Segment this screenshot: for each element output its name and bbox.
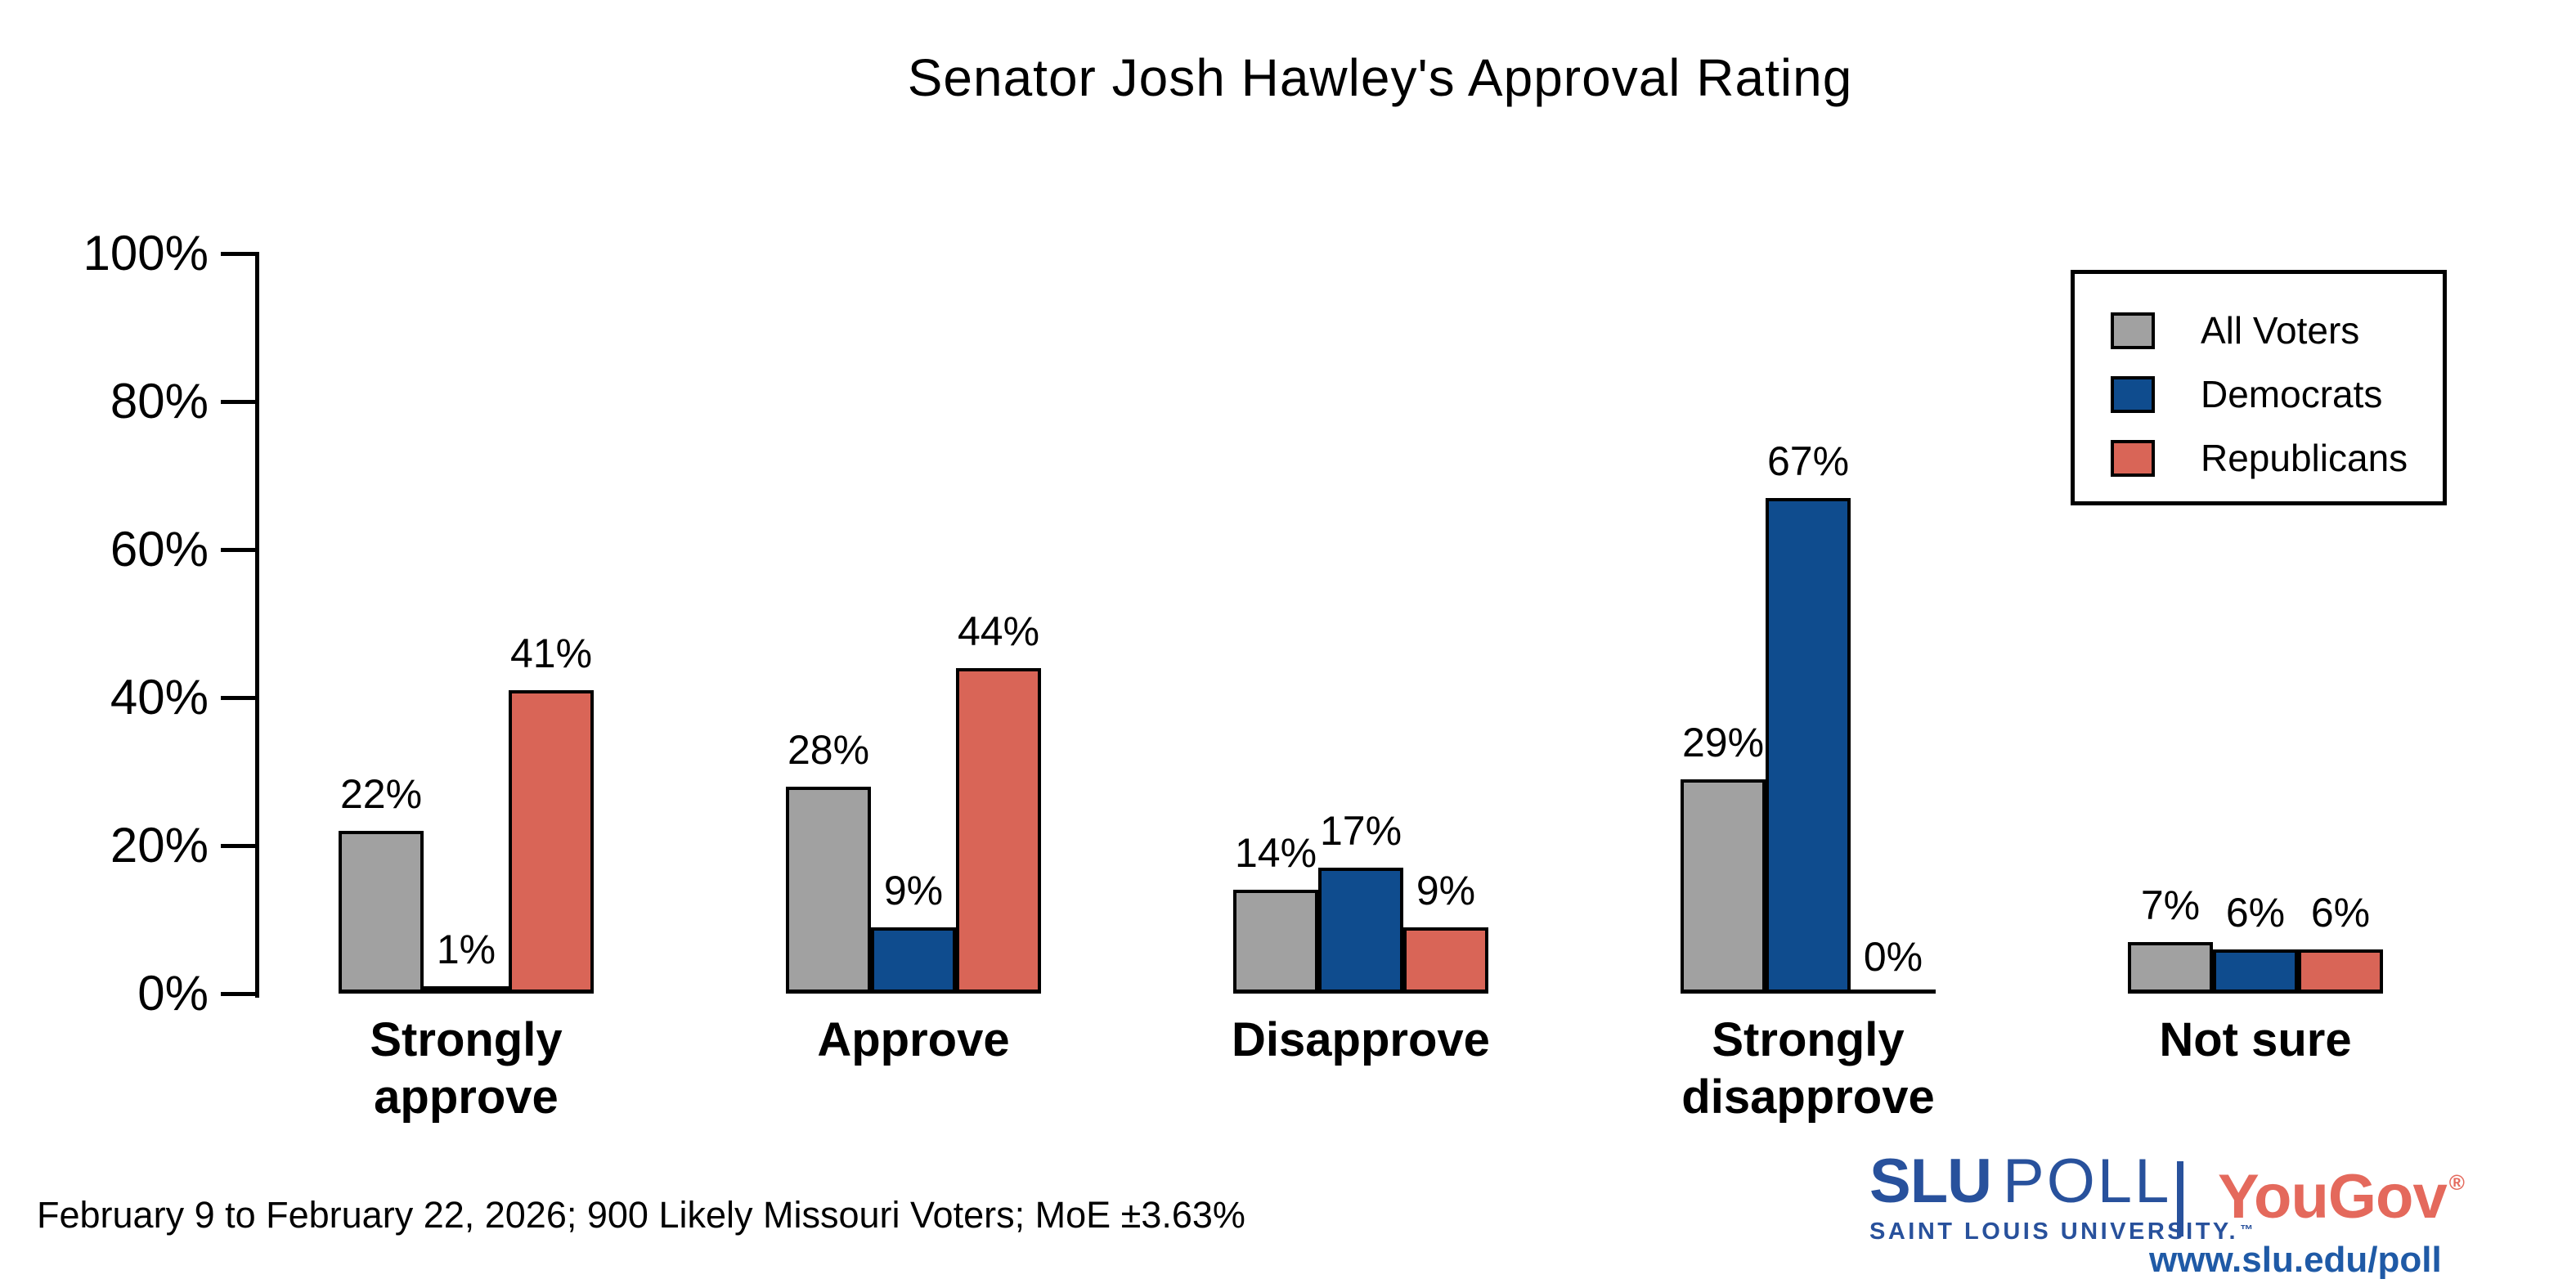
bar-group: 7% 6% 6% Not sure bbox=[2128, 254, 2383, 1066]
legend-row: Republicans bbox=[2111, 436, 2443, 480]
bar-value-label: 14% bbox=[1234, 830, 1317, 876]
tick-label: 80% bbox=[110, 374, 209, 429]
legend: All Voters Democrats Republicans bbox=[2071, 270, 2447, 505]
legend-swatch bbox=[2111, 375, 2155, 413]
bar-value-label: 29% bbox=[1681, 720, 1765, 765]
bar-group: 22% 1% 41% Strongly approve bbox=[339, 254, 594, 1124]
bar-group: 14% 17% 9% Disapprove bbox=[1232, 254, 1490, 1066]
poll-url: www.slu.edu/poll bbox=[2149, 1240, 2442, 1280]
group-baseline bbox=[786, 990, 1041, 994]
bar-value-label: 44% bbox=[957, 608, 1040, 654]
logo-divider bbox=[2177, 1161, 2183, 1236]
tick-mark bbox=[221, 696, 257, 700]
tick-label: 100% bbox=[83, 226, 209, 280]
trademark-symbol: ™ bbox=[2240, 1223, 2256, 1237]
slu-logo-text: SLU bbox=[1869, 1147, 1992, 1216]
bar bbox=[339, 831, 424, 994]
bar bbox=[509, 690, 594, 994]
group-label: Not sure bbox=[2159, 1013, 2352, 1066]
yougov-logo: YouGov ® bbox=[2218, 1161, 2465, 1232]
bar-group: 28% 9% 44% Approve bbox=[786, 254, 1041, 1066]
bar-value-label: 6% bbox=[2225, 890, 2286, 936]
registered-symbol: ® bbox=[2448, 1170, 2465, 1195]
legend-swatch bbox=[2111, 439, 2155, 477]
slu-university-label: SAINT LOUIS UNIVERSITY. bbox=[1869, 1218, 2239, 1245]
group-baseline bbox=[1681, 990, 1936, 994]
bar bbox=[956, 668, 1041, 994]
group-label: Disapprove bbox=[1232, 1013, 1490, 1066]
bar-value-label: 0% bbox=[1863, 934, 1923, 980]
bar bbox=[1681, 779, 1766, 994]
source-note: February 9 to February 22, 2026; 900 Lik… bbox=[37, 1194, 1245, 1236]
bar-value-label: 28% bbox=[787, 727, 870, 773]
bar bbox=[1233, 890, 1318, 994]
slu-poll-logo-text: SLU POLL bbox=[1869, 1150, 2256, 1214]
tick-label: 20% bbox=[110, 818, 209, 873]
group-baseline bbox=[1233, 990, 1488, 994]
bar bbox=[2128, 942, 2213, 994]
bar-value-label: 1% bbox=[436, 927, 496, 972]
group-baseline bbox=[339, 990, 594, 994]
bar-group: 29% 67% 0% Strongly disapprove bbox=[1681, 254, 1936, 1124]
tick-label: 60% bbox=[110, 522, 209, 577]
slu-university-text: SAINT LOUIS UNIVERSITY. ™ bbox=[1869, 1218, 2256, 1245]
bar bbox=[1318, 868, 1403, 994]
group-label: Strongly disapprove bbox=[1681, 1013, 1935, 1124]
bar-value-label: 22% bbox=[339, 771, 423, 817]
bar-value-label: 6% bbox=[2310, 890, 2371, 936]
tick-label: 40% bbox=[110, 670, 209, 725]
bar-value-label: 41% bbox=[509, 631, 593, 676]
tick-mark bbox=[221, 400, 257, 404]
bar bbox=[871, 927, 956, 994]
bar-value-label: 67% bbox=[1766, 438, 1850, 484]
slu-poll-logo: SLU POLL SAINT LOUIS UNIVERSITY. ™ bbox=[1869, 1150, 2256, 1245]
legend-label: Democrats bbox=[2201, 373, 2383, 415]
bar-value-label: 9% bbox=[1416, 868, 1476, 913]
legend-swatch bbox=[2111, 312, 2155, 349]
group-label: Strongly approve bbox=[370, 1013, 563, 1124]
tick-mark bbox=[221, 992, 257, 996]
bar bbox=[786, 787, 871, 994]
group-baseline bbox=[2128, 990, 2383, 994]
bar-value-label: 7% bbox=[2140, 882, 2201, 928]
legend-row: All Voters bbox=[2111, 308, 2443, 352]
bar bbox=[1403, 927, 1488, 994]
chart-title: Senator Josh Hawley's Approval Rating bbox=[907, 48, 1853, 107]
bar bbox=[2213, 949, 2298, 994]
legend-label: Republicans bbox=[2201, 437, 2408, 479]
bar-value-label: 9% bbox=[883, 868, 944, 913]
bar bbox=[1766, 498, 1851, 994]
tick-label: 0% bbox=[137, 966, 209, 1021]
bar bbox=[2298, 949, 2383, 994]
tick-mark bbox=[221, 252, 257, 256]
legend-row: Democrats bbox=[2111, 372, 2443, 416]
tick-mark bbox=[221, 844, 257, 848]
y-axis-line bbox=[255, 252, 259, 998]
bar-value-label: 17% bbox=[1319, 808, 1402, 854]
legend-label: All Voters bbox=[2201, 309, 2360, 352]
yougov-logo-text: YouGov bbox=[2218, 1162, 2448, 1232]
poll-logo-text: POLL bbox=[2003, 1147, 2172, 1216]
tick-mark bbox=[221, 548, 257, 552]
group-label: Approve bbox=[817, 1013, 1010, 1066]
